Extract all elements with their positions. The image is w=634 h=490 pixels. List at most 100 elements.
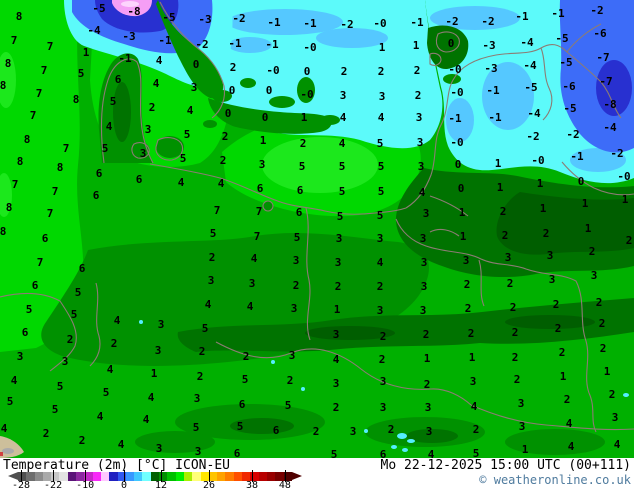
temp-label: 3 [426, 425, 433, 438]
map-area: -5 -8 -5 -3 -2 -1 -1 -2 -0 -1 -2 -2 -1 -1 -2 8 -4 -3 -1 -2 -… [0, 0, 634, 458]
colorbar-swatch [84, 472, 93, 481]
temp-label: 2 [514, 373, 521, 386]
temp-label: 5 [331, 448, 338, 458]
temp-label: 5 [377, 137, 384, 150]
temp-label: -1 [570, 150, 584, 163]
temp-label: -0 [450, 136, 463, 149]
colorbar-swatch [167, 472, 176, 481]
temp-label: 5 [71, 308, 78, 321]
temp-label: 4 [247, 300, 254, 313]
temp-label: 1 [604, 365, 611, 378]
temp-label: 1 [334, 303, 341, 316]
temp-label: 3 [291, 302, 298, 315]
temp-label: 5 [337, 210, 344, 223]
temp-label: 5 [299, 160, 306, 173]
temp-label: 4 [178, 176, 185, 189]
temp-label: 8 [73, 93, 80, 106]
temp-label: 6 [96, 167, 103, 180]
temp-label: 6 [115, 73, 122, 86]
temp-label: -2 [445, 15, 458, 28]
map-regions [0, 0, 634, 458]
colorbar-swatch [109, 472, 118, 481]
temp-label: 2 [555, 322, 562, 335]
temp-label: 1 [424, 352, 431, 365]
temp-label: 3 [336, 232, 343, 245]
temp-label: 4 [143, 413, 150, 426]
temp-label: 0 [266, 84, 273, 97]
temp-label: 3 [17, 350, 24, 363]
map-borders [0, 1, 634, 433]
temp-label: 7 [63, 142, 70, 155]
temp-label: 4 [568, 440, 575, 453]
temp-label: 5 [110, 95, 117, 108]
temp-label: 7 [11, 34, 18, 47]
colorbar-swatch [92, 472, 101, 481]
temp-label: 0 [193, 58, 200, 71]
temp-label: 2 [293, 279, 300, 292]
temp-label: -1 [486, 84, 500, 97]
temp-label: 0 [304, 65, 311, 78]
temp-label: 0 [229, 84, 236, 97]
temp-label: -1 [228, 37, 242, 50]
colorbar-swatch [117, 472, 126, 481]
temp-label: -0 [450, 86, 463, 99]
temp-label: 1 [260, 134, 267, 147]
temp-label: 1 [537, 177, 544, 190]
temp-label: 0 [225, 107, 232, 120]
temp-label: 8 [5, 57, 12, 70]
temp-label: 0 [262, 111, 269, 124]
colorbar-swatch [34, 472, 43, 481]
colorbar-tickmark [21, 470, 22, 482]
temp-label: 3 [140, 147, 147, 160]
temp-label: 3 [377, 232, 384, 245]
temp-label: 7 [52, 185, 59, 198]
temp-label: -2 [481, 15, 494, 28]
temp-label: 4 [333, 353, 340, 366]
temp-label: 2 [507, 277, 514, 290]
temp-label: 2 [543, 227, 550, 240]
colorbar-swatch [51, 472, 60, 481]
colorbar-tickmark [53, 470, 55, 482]
temp-label: 3 [340, 89, 347, 102]
temp-label: 4 [11, 374, 18, 387]
temp-label: 4 [566, 417, 573, 430]
temp-label: 3 [350, 425, 357, 438]
temp-label: 2 [512, 351, 519, 364]
temp-label: 5 [237, 420, 244, 433]
temp-label: 4 [339, 137, 346, 150]
temp-label: 1 [460, 230, 467, 243]
temp-label: -0 [531, 154, 544, 167]
temp-label: -7 [599, 75, 612, 88]
temp-label: -2 [526, 130, 539, 143]
temp-label: 2 [209, 251, 216, 264]
temp-label: 3 [519, 420, 526, 433]
temp-label: 2 [313, 425, 320, 438]
temp-label: 2 [600, 342, 607, 355]
colorbar-tickmark [284, 470, 286, 482]
temp-label: 7 [214, 204, 221, 217]
colorbar-swatch [125, 472, 135, 481]
temp-label: 4 [471, 400, 478, 413]
temp-label: -0 [448, 63, 461, 76]
colorbar-swatch [76, 472, 85, 481]
temp-label: 2 [424, 378, 431, 391]
temp-label: -4 [520, 36, 534, 49]
temp-label: 4 [419, 186, 426, 199]
temp-label: 4 [156, 54, 163, 67]
temp-label: 0 [455, 158, 462, 171]
temp-label: 3 [463, 254, 470, 267]
temp-label: -0 [300, 88, 313, 101]
temp-label: 7 [36, 87, 43, 100]
temp-label: 5 [473, 447, 480, 458]
temp-label: 3 [335, 256, 342, 269]
temp-label: 2 [149, 101, 156, 114]
temp-label: 2 [512, 326, 519, 339]
temp-label: 2 [473, 423, 480, 436]
temp-label: 1 [151, 367, 158, 380]
temp-label: -2 [610, 147, 623, 160]
temp-label: 5 [103, 386, 110, 399]
temp-label: -3 [482, 39, 495, 52]
temp-label: 3 [380, 401, 387, 414]
temp-label: 1 [413, 39, 420, 52]
temp-label: 2 [220, 154, 227, 167]
